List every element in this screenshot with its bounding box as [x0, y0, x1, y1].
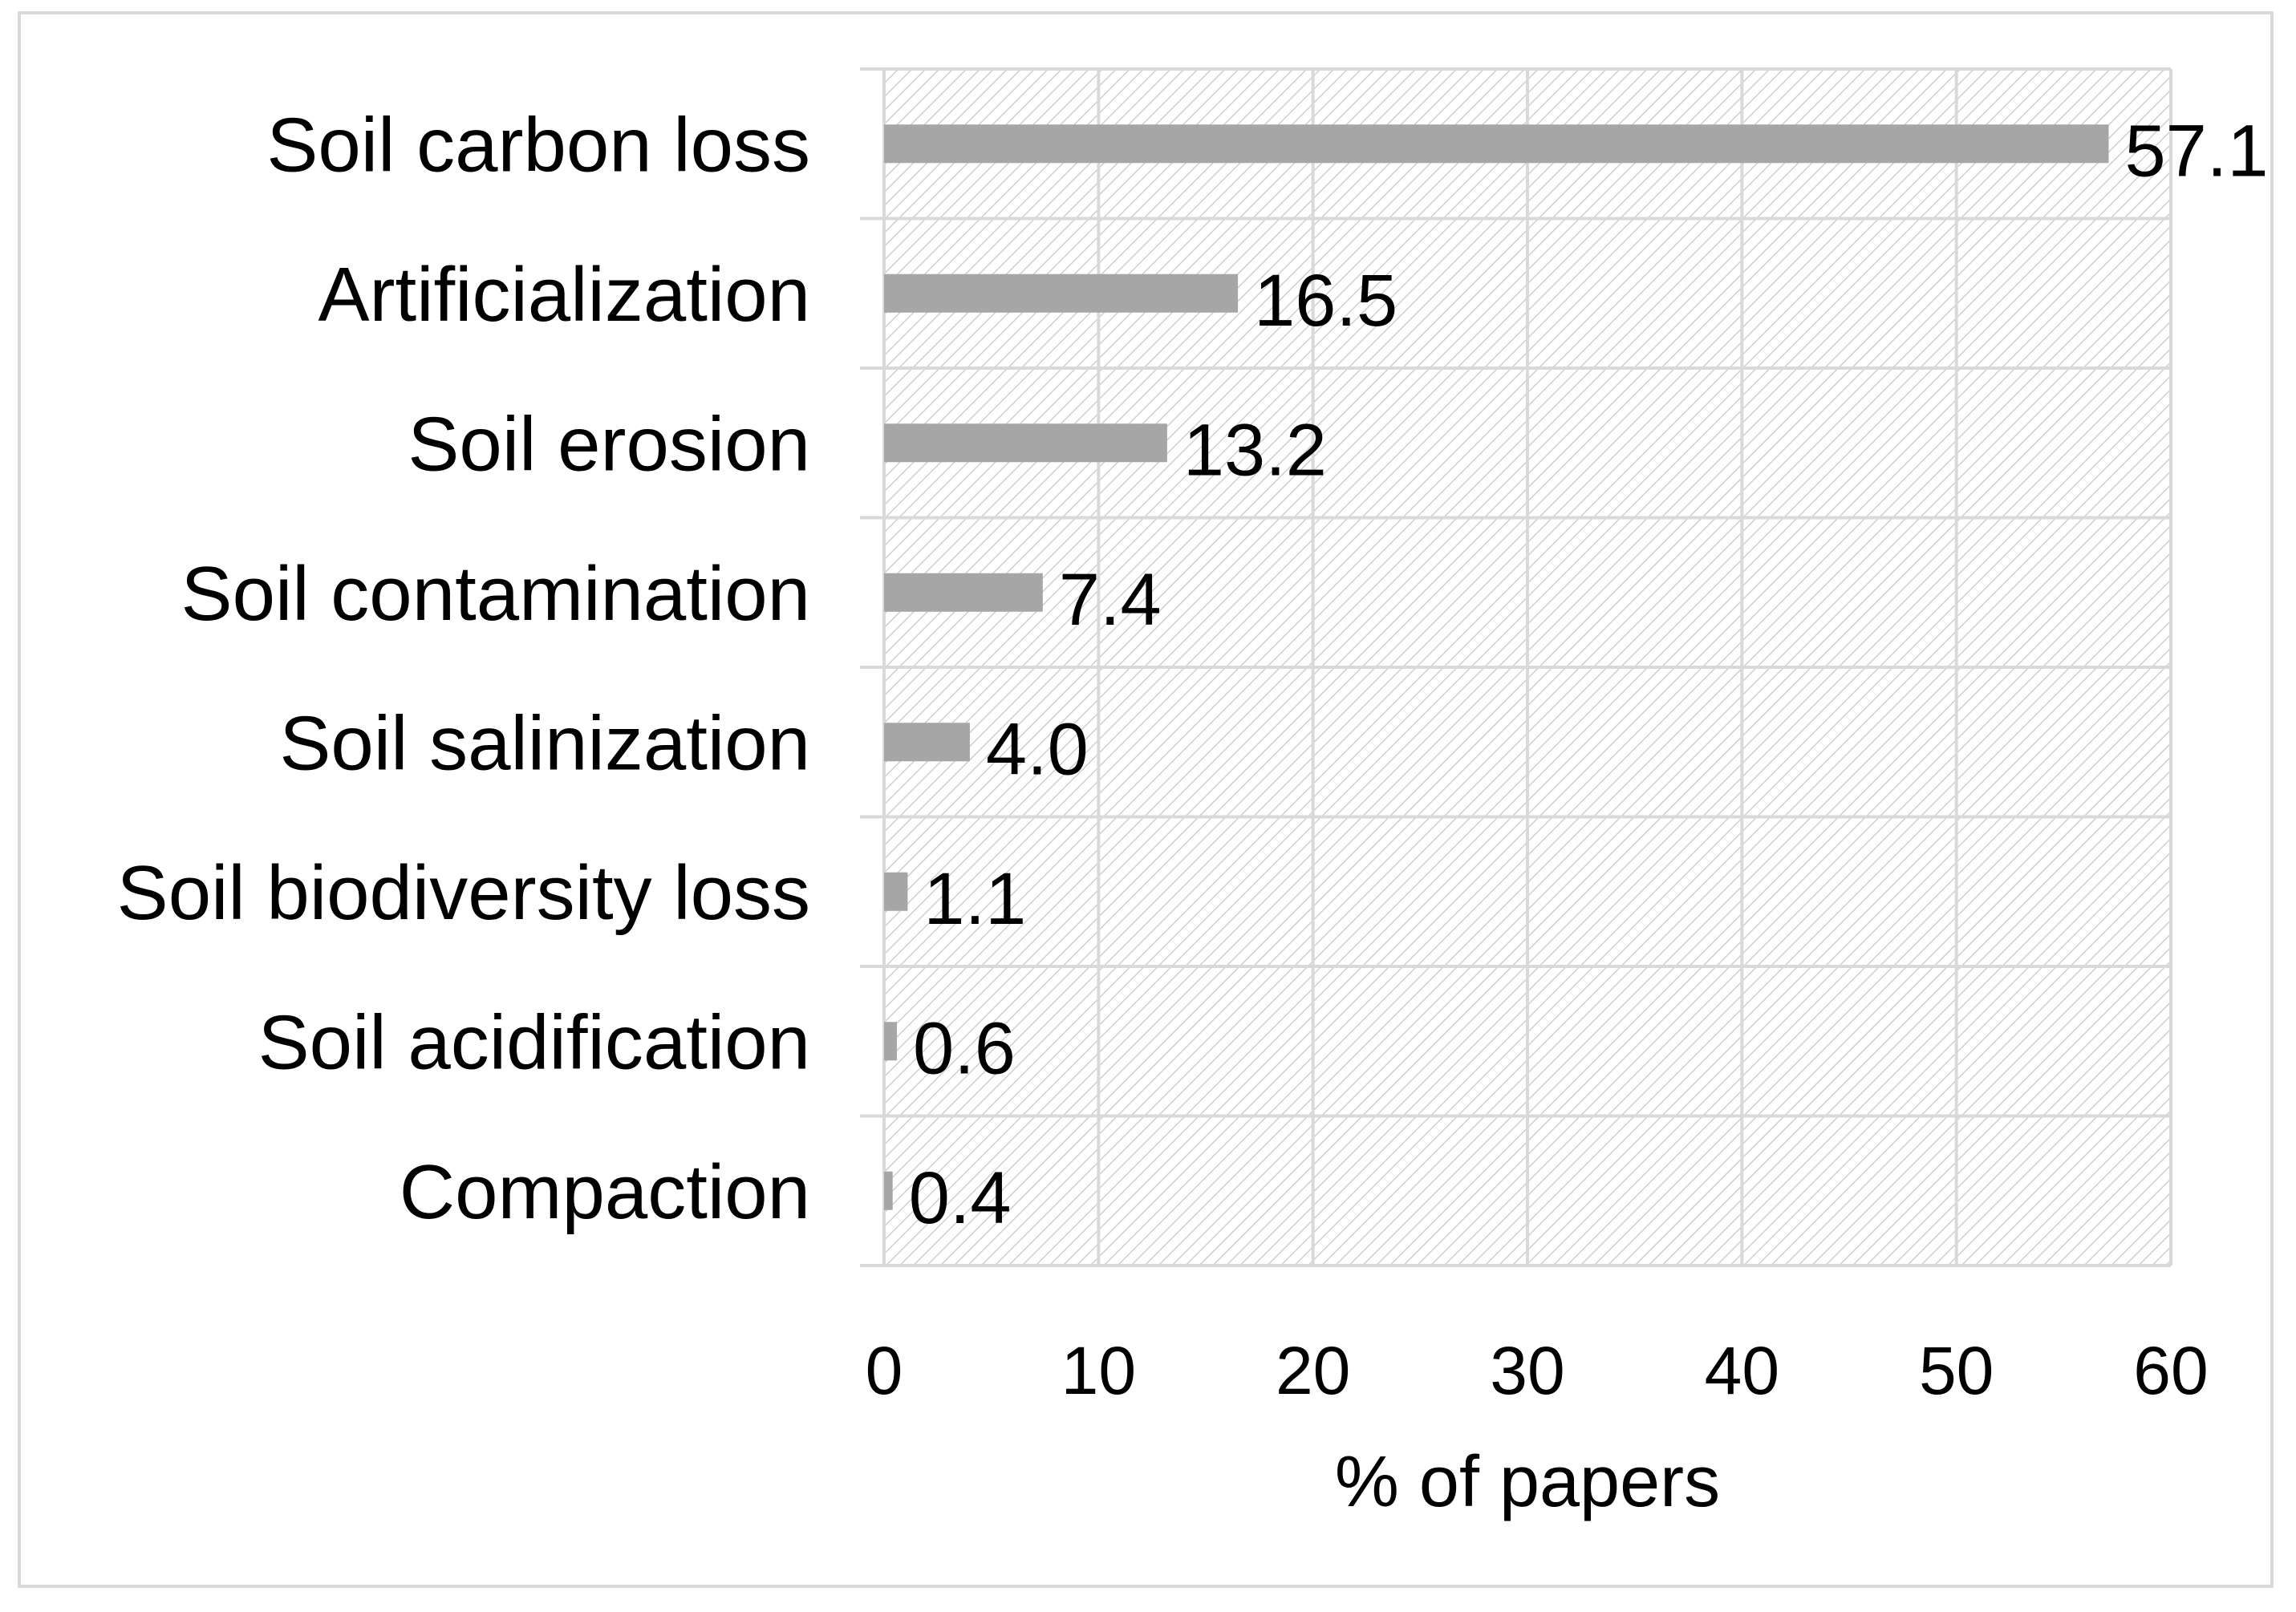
bar: [884, 723, 970, 762]
bar: [884, 273, 1239, 313]
grid-lines: [860, 67, 2172, 1267]
x-tick-label: 40: [1705, 1333, 1779, 1408]
x-axis-title: % of papers: [1335, 1442, 1720, 1522]
category-label: Compaction: [400, 1149, 810, 1235]
x-tick-label: 10: [1061, 1333, 1136, 1408]
bar: [884, 423, 1167, 463]
x-tick-label: 50: [1919, 1333, 1994, 1408]
category-label: Soil biodiversity loss: [117, 850, 810, 936]
data-label: 16.5: [1254, 260, 1397, 342]
bar: [884, 872, 908, 911]
data-label: 0.4: [909, 1157, 1012, 1239]
data-label: 0.6: [913, 1007, 1016, 1089]
category-label: Soil acidification: [258, 999, 810, 1085]
bar: [884, 1171, 893, 1210]
x-tick-label: 30: [1490, 1333, 1564, 1408]
bar: [884, 1022, 898, 1061]
bar: [884, 124, 2109, 164]
category-label: Artificialization: [318, 252, 810, 338]
bar: [884, 573, 1043, 612]
category-label: Soil salinization: [279, 700, 810, 786]
labels: 0 10 20 30 40 50 60 Soil carbon loss 57.1 Artific…: [117, 102, 2269, 1408]
category-label: Soil carbon loss: [266, 102, 810, 188]
category-label: Soil erosion: [408, 401, 810, 487]
data-label: 13.2: [1183, 409, 1327, 491]
x-tick-label: 60: [2133, 1333, 2208, 1408]
x-tick-label: 20: [1276, 1333, 1350, 1408]
x-tick-label: 0: [866, 1333, 903, 1408]
data-label: 57.1: [2124, 110, 2268, 192]
data-label: 7.4: [1059, 559, 1162, 641]
data-label: 1.1: [923, 858, 1026, 940]
bars: [884, 124, 2109, 1210]
data-label: 4.0: [986, 708, 1089, 790]
category-label: Soil contamination: [181, 551, 810, 637]
